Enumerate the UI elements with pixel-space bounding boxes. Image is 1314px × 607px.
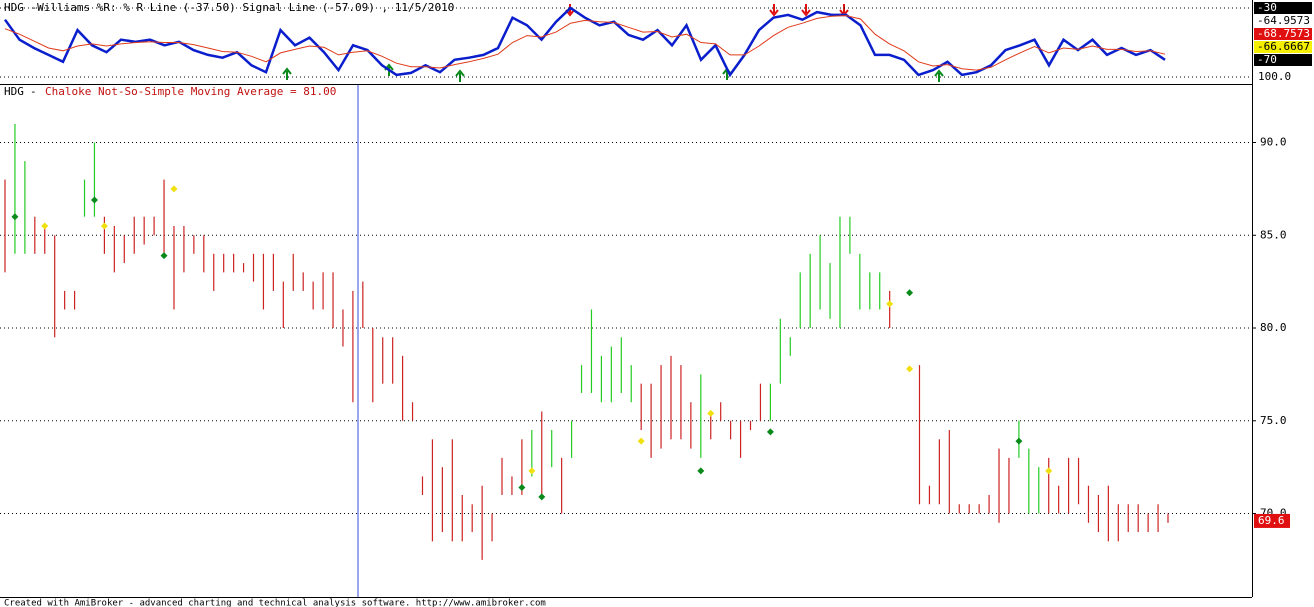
signal-dot (528, 467, 536, 475)
signal-dot (637, 437, 645, 445)
oscillator-title: HDG -Williams %R: % R Line (-37.50) Sign… (4, 1, 454, 14)
value-box-label: -68.7573 (1257, 27, 1310, 40)
signal-dot (170, 185, 178, 193)
last-value-label: 69.6 (1258, 514, 1285, 527)
y-tick-label: 75.0 (1260, 414, 1287, 427)
signal-dot (100, 222, 108, 230)
price-title: Chaloke Not-So-Simple Moving Average = 8… (45, 85, 336, 98)
series-line (3, 6, 1166, 78)
signal-dot (697, 467, 705, 475)
value-box-label: -64.9573 (1257, 14, 1310, 27)
y-tick-label: 90.0 (1260, 136, 1287, 149)
y-tick-label: 85.0 (1260, 228, 1287, 241)
signal-dot (538, 493, 546, 501)
signal-dot (160, 252, 168, 260)
signal-dot (1045, 467, 1053, 475)
signal-dot (906, 289, 914, 297)
value-box-label: -30 (1257, 1, 1277, 14)
series-line (4, 15, 1166, 71)
title-dash: - (30, 85, 37, 98)
signal-dot (766, 428, 774, 436)
signal-dot (90, 196, 98, 204)
footer: Created with AmiBroker - advanced charti… (4, 599, 546, 607)
value-box-label: -70 (1257, 53, 1277, 66)
signal-dot (1015, 437, 1023, 445)
signal-dot (41, 222, 49, 230)
value-box (1254, 15, 1312, 27)
last-value-box (1254, 513, 1290, 528)
signal-dot (518, 484, 526, 492)
signal-dot (707, 409, 715, 417)
value-box (1254, 41, 1312, 53)
value-box (1254, 54, 1312, 66)
value-box (1254, 28, 1312, 40)
signal-dot (886, 300, 894, 308)
price-symbol: HDG (4, 85, 24, 98)
signal-dot (11, 213, 19, 221)
value-box (1254, 2, 1312, 14)
value-box-label: -66.6667 (1257, 40, 1310, 53)
signal-dot (906, 365, 914, 373)
y-tick-label: 100.0 (1258, 70, 1291, 83)
y-tick-label: 80.0 (1260, 321, 1287, 334)
